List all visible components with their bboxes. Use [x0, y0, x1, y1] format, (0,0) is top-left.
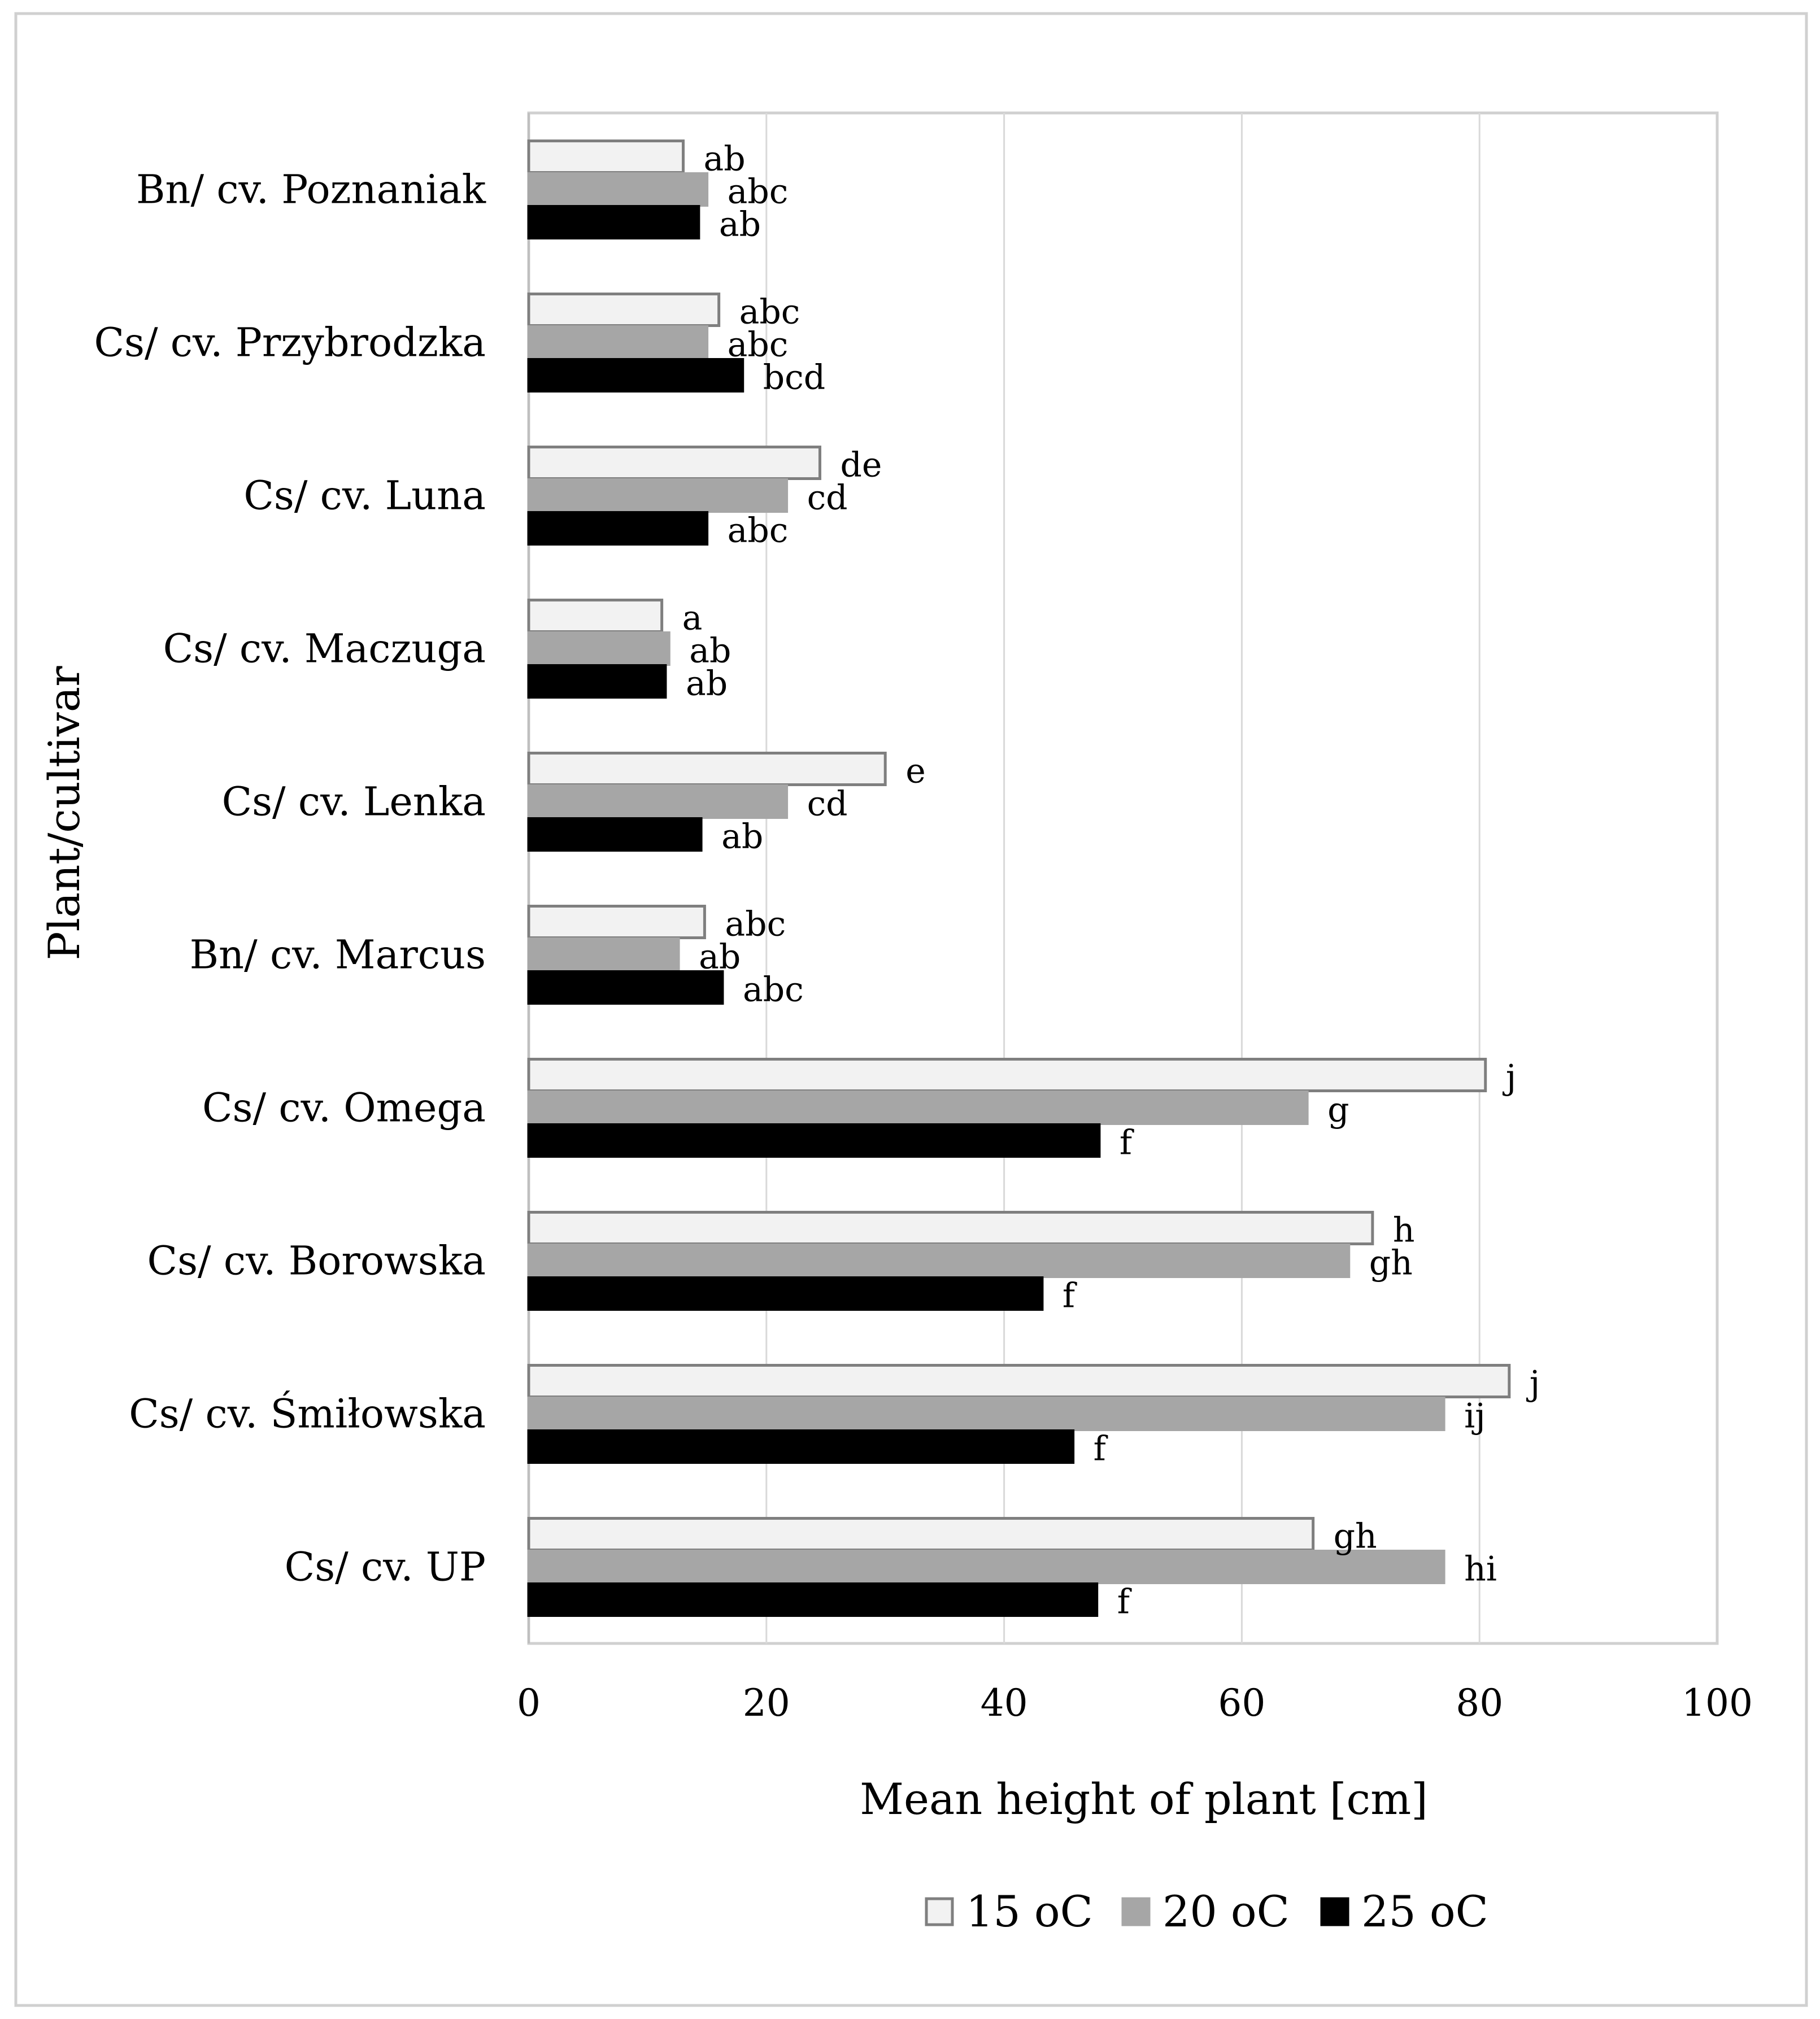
bar: [527, 293, 721, 327]
legend-swatch: [1121, 1897, 1151, 1926]
significance-label: de: [840, 446, 882, 485]
category-label: Bn/ cv. Marcus: [190, 932, 486, 978]
significance-label: f: [1117, 1582, 1132, 1622]
x-tick-labels: 0 20 40 60 80 100: [517, 1681, 1753, 1725]
significance-label: ab: [689, 631, 731, 671]
bar: [527, 1582, 1099, 1617]
significance-label: abc: [743, 970, 804, 1010]
significance-label: gh: [1334, 1517, 1377, 1556]
bar: [527, 325, 709, 360]
x-tick-label: 80: [1456, 1681, 1503, 1725]
bar: [527, 1123, 1101, 1158]
bar: [527, 446, 821, 480]
significance-label: f: [1063, 1276, 1077, 1316]
legend-label: 20 oC: [1162, 1886, 1290, 1937]
legend-swatch: [1320, 1897, 1349, 1926]
bars: [527, 139, 1511, 1617]
bar: [527, 970, 724, 1005]
significance-label: abc: [739, 293, 800, 332]
bar: [527, 1550, 1445, 1584]
bar: [527, 1364, 1511, 1398]
bar: [527, 1091, 1309, 1125]
bar: [527, 139, 685, 174]
category-label: Cs/ cv. Borowska: [147, 1238, 486, 1284]
significance-label: abc: [728, 172, 789, 212]
bar: [527, 1244, 1351, 1278]
significance-label: h: [1393, 1211, 1415, 1250]
bar: [527, 358, 744, 393]
significance-label: abc: [725, 905, 786, 944]
bar: [527, 1058, 1487, 1092]
x-axis-title: Mean height of plant [cm]: [860, 1774, 1428, 1824]
significance-label: ij: [1464, 1397, 1486, 1436]
x-tick-label: 100: [1682, 1681, 1753, 1725]
bar: [527, 511, 709, 546]
x-tick-label: 40: [981, 1681, 1028, 1725]
significance-label: ab: [704, 139, 746, 179]
x-tick-label: 0: [517, 1681, 541, 1725]
category-labels: Bn/ cv. Poznaniak Cs/ cv. Przybrodzka Cs/ …: [94, 167, 486, 1590]
bar: [527, 937, 680, 972]
legend-swatch: [925, 1897, 954, 1926]
x-tick-label: 60: [1218, 1681, 1265, 1725]
bar: [527, 1397, 1445, 1431]
significance-label: f: [1120, 1123, 1134, 1163]
significance-label: e: [905, 752, 926, 791]
significance-labels: ababcababcabcbcddecdabcaababecdababcabab…: [682, 139, 1540, 1622]
x-tick-label: 20: [743, 1681, 790, 1725]
outer-frame: [14, 12, 1808, 2007]
legend-label: 15 oC: [966, 1886, 1093, 1937]
legend: 15 oC 20 oC 25 oC: [925, 1886, 1488, 1937]
category-label: Cs/ cv. Omega: [202, 1085, 486, 1131]
significance-label: a: [682, 599, 703, 638]
bar: [527, 599, 664, 633]
bar: [527, 817, 703, 852]
category-label: Cs/ cv. Przybrodzka: [94, 320, 486, 366]
significance-label: ab: [719, 205, 761, 245]
bar: [527, 1517, 1315, 1551]
category-label: Cs/ cv. Śmiłowska: [129, 1391, 486, 1437]
category-label: Cs/ cv. Luna: [243, 473, 486, 519]
y-axis-title: Plant/cultivar: [39, 666, 89, 961]
bar: [527, 1211, 1374, 1245]
significance-label: abc: [728, 325, 789, 365]
bar: [527, 631, 670, 666]
significance-label: f: [1094, 1429, 1108, 1469]
significance-label: ab: [686, 664, 728, 704]
significance-label: g: [1327, 1091, 1349, 1130]
bar: [527, 1276, 1044, 1311]
bar: [527, 1429, 1075, 1464]
significance-label: cd: [807, 478, 848, 518]
category-label: Cs/ cv. UP: [285, 1544, 486, 1590]
category-label: Cs/ cv. Lenka: [222, 779, 486, 825]
bar: [527, 478, 789, 513]
bar: [527, 784, 789, 819]
significance-label: hi: [1464, 1550, 1497, 1589]
significance-label: abc: [728, 511, 789, 551]
bar: [527, 172, 709, 207]
category-label: Cs/ cv. Maczuga: [163, 626, 486, 672]
bar: [527, 905, 706, 939]
significance-label: cd: [807, 784, 848, 824]
bar: [527, 752, 887, 786]
bar: [527, 664, 667, 699]
legend-label: 25 oC: [1361, 1886, 1488, 1937]
significance-label: gh: [1369, 1244, 1413, 1283]
significance-label: bcd: [763, 358, 825, 398]
significance-label: ab: [721, 817, 763, 857]
significance-label: ab: [699, 937, 741, 977]
bar: [527, 205, 700, 239]
category-label: Bn/ cv. Poznaniak: [136, 167, 486, 213]
